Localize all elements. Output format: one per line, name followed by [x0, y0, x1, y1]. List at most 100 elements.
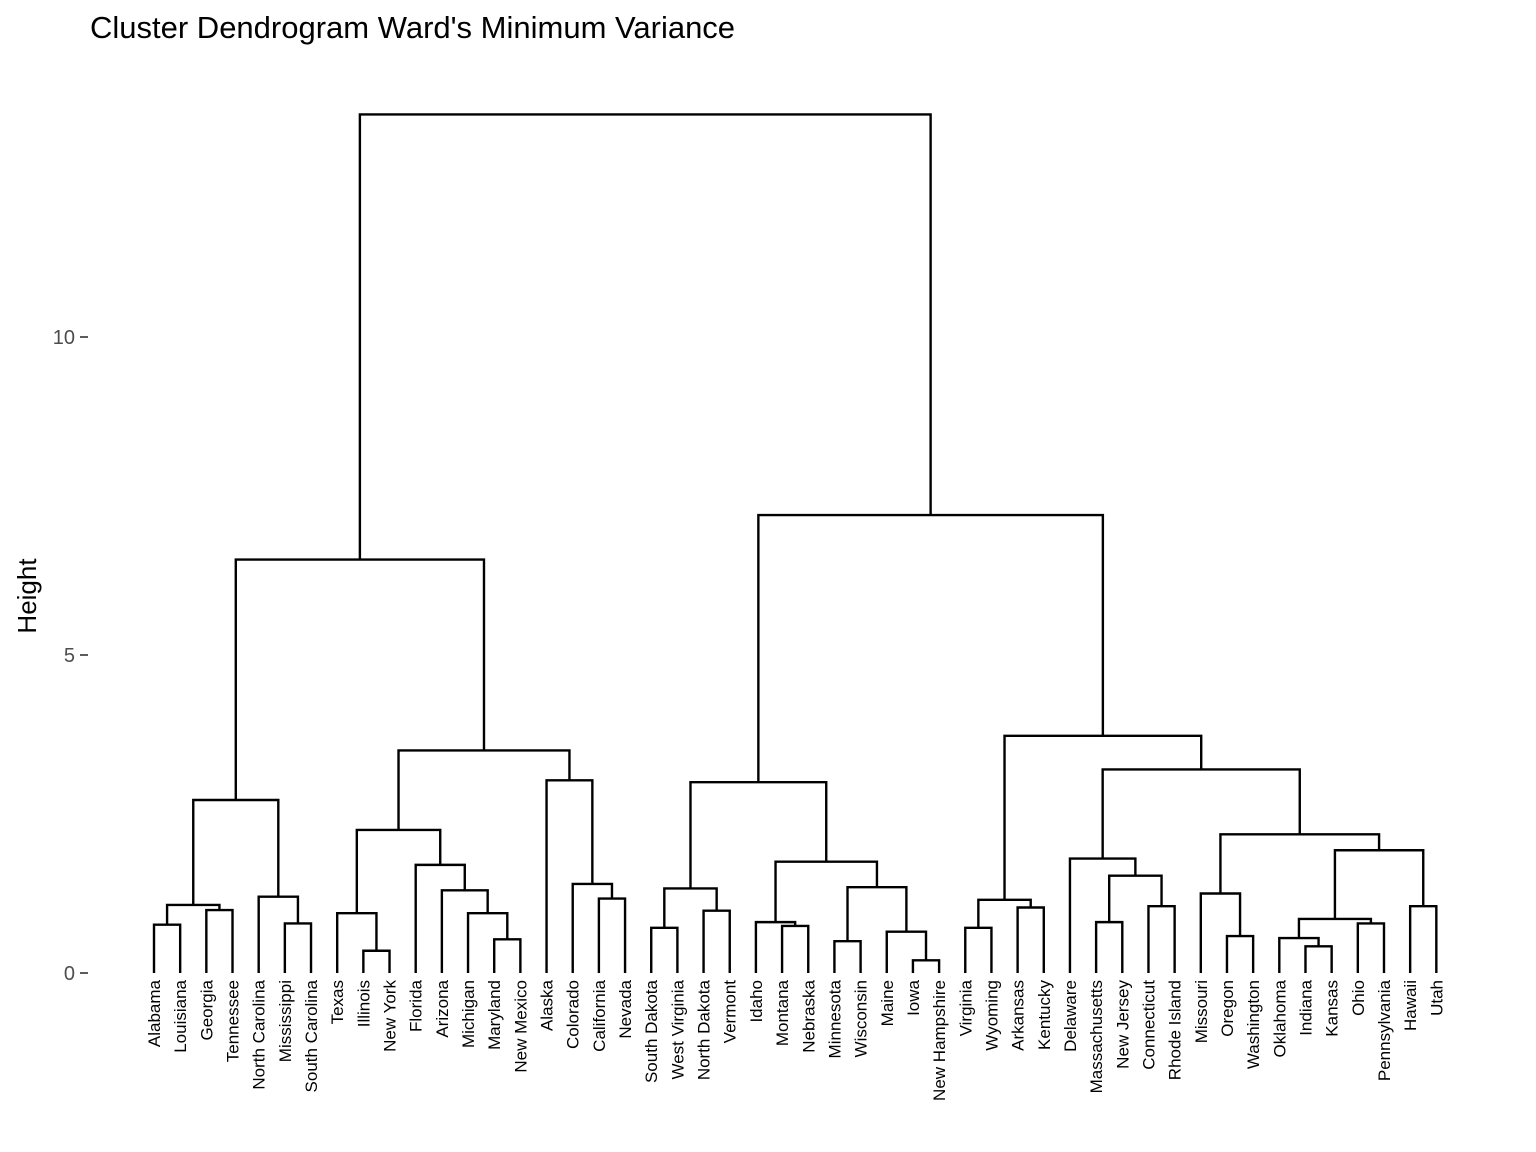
leaf-label: Arizona [433, 979, 452, 1037]
leaf-label: Florida [407, 979, 426, 1032]
merge-link-c2 [205, 908, 234, 973]
merge-link-c4 [283, 922, 313, 973]
y-tick-label: 10 [53, 327, 75, 349]
leaf-label: Utah [1427, 980, 1446, 1016]
merge-link-c12 [414, 863, 466, 973]
leaf-label: California [590, 979, 609, 1051]
merge-link-c14 [597, 897, 627, 973]
merge-link-c25 [911, 959, 941, 973]
leaf-label: Wyoming [982, 980, 1001, 1051]
merge-link-c3 [165, 903, 221, 925]
leaf-label: Louisiana [171, 979, 190, 1052]
merge-link-c32 [977, 898, 1032, 928]
merge-link-c16 [545, 779, 594, 973]
merge-link-c18 [234, 558, 486, 801]
merge-link-c34 [1147, 905, 1176, 973]
merge-link-c5 [257, 895, 300, 973]
leaf-label: North Carolina [250, 979, 269, 1089]
merge-link-c17 [397, 749, 571, 830]
leaf-label: Massachusetts [1087, 980, 1106, 1093]
leaf-label: Idaho [747, 980, 766, 1023]
leaf-label: Minnesota [825, 979, 844, 1058]
leaf-label: Ohio [1349, 980, 1368, 1016]
leaf-label: South Dakota [642, 979, 661, 1083]
merge-link-c39 [1304, 945, 1333, 973]
merge-link-c7 [362, 949, 391, 973]
dendrogram-links [152, 113, 1438, 973]
leaf-label: Oklahoma [1270, 979, 1289, 1057]
merge-link-c29 [689, 781, 828, 889]
merge-link-c31 [1016, 906, 1045, 973]
merge-link-c27 [846, 885, 908, 942]
leaf-label: Maryland [485, 980, 504, 1050]
leaf-label: Vermont [721, 980, 740, 1044]
leaf-label: Missouri [1192, 980, 1211, 1043]
leaf-label: Alabama [145, 979, 164, 1047]
leaf-label: Pennsylvania [1375, 979, 1394, 1081]
leaf-label: Michigan [459, 980, 478, 1048]
merge-link-c19 [650, 926, 679, 973]
leaf-label: Illinois [354, 980, 373, 1027]
leaf-label: Delaware [1061, 980, 1080, 1052]
merge-link-c1 [152, 923, 182, 973]
merge-link-c41 [1356, 922, 1386, 973]
leaf-label: Wisconsin [852, 980, 871, 1057]
leaf-label: Washington [1244, 980, 1263, 1069]
leaf-label: Connecticut [1139, 980, 1158, 1070]
leaf-label: Rhode Island [1166, 980, 1185, 1080]
leaf-label: Oregon [1218, 980, 1237, 1037]
merge-link-c6 [192, 798, 280, 905]
merge-link-c42 [1297, 917, 1373, 939]
leaf-label: Mississippi [276, 980, 295, 1062]
leaf-label: Kansas [1323, 980, 1342, 1037]
merge-link-c23 [754, 920, 797, 973]
merge-link-c15 [571, 882, 614, 973]
merge-link-c22 [780, 924, 810, 973]
merge-link-c13 [355, 828, 442, 914]
leaf-label: Virginia [956, 979, 975, 1036]
leaf-label: North Dakota [695, 979, 714, 1080]
merge-link-c10 [466, 912, 509, 973]
merge-link-c46 [1101, 768, 1301, 859]
leaf-label: Alaska [538, 979, 557, 1031]
leaf-label: Texas [328, 980, 347, 1024]
leaf-label: South Carolina [302, 979, 321, 1092]
leaf-label: Hawaii [1401, 980, 1420, 1031]
merge-link-c21 [663, 887, 718, 928]
leaf-labels: Alabama Louisiana Georgia Tennessee North Ca… [145, 979, 1446, 1100]
merge-link-c37 [1225, 934, 1255, 973]
leaf-label: New York [381, 980, 400, 1052]
y-axis: 0 5 10 [53, 327, 88, 985]
merge-link-c9 [493, 938, 522, 973]
merge-link-c26 [885, 930, 928, 973]
y-tick-label: 5 [64, 645, 75, 667]
merge-link-c8 [335, 912, 378, 973]
leaf-label: Indiana [1296, 979, 1315, 1035]
leaf-label: West Virginia [668, 979, 687, 1079]
y-axis-label: Height [12, 558, 42, 634]
merge-link-c24 [833, 940, 862, 973]
leaf-label: Maine [878, 980, 897, 1026]
merge-link-c11 [440, 889, 489, 973]
merge-link-c30 [964, 926, 993, 973]
merge-link-c28 [774, 860, 879, 923]
merge-link-c20 [702, 909, 731, 973]
leaf-label: Tennessee [224, 980, 243, 1062]
merge-link-c35 [1108, 874, 1163, 923]
merge-link-c33 [1094, 920, 1124, 973]
leaf-label: Arkansas [1009, 980, 1028, 1051]
chart-title: Cluster Dendrogram Ward's Minimum Varian… [90, 10, 736, 45]
merge-link-c40 [1278, 936, 1320, 973]
y-tick-label: 0 [64, 963, 75, 985]
leaf-label: New Mexico [511, 980, 530, 1073]
leaf-label: New Jersey [1113, 980, 1132, 1069]
leaf-label: Colorado [564, 980, 583, 1049]
merge-link-c38 [1199, 892, 1242, 973]
leaf-label: New Hampshire [930, 980, 949, 1101]
merge-link-c49 [358, 113, 932, 560]
leaf-label: Nevada [616, 979, 635, 1038]
merge-link-c43 [1408, 905, 1438, 973]
merge-link-c45 [1219, 833, 1381, 894]
leaf-label: Nebraska [799, 979, 818, 1052]
